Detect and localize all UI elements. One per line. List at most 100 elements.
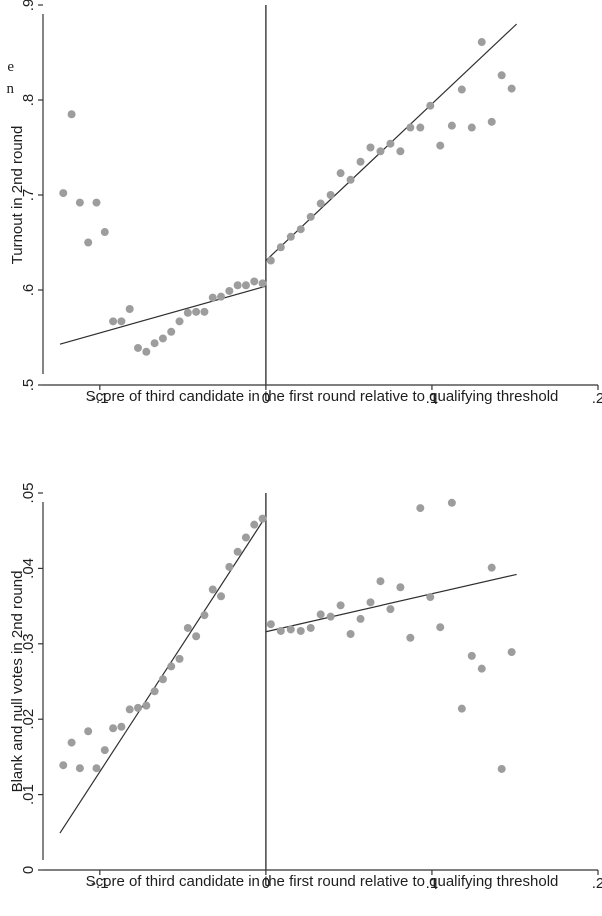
data-point — [109, 317, 118, 326]
x-tick-label: 0 — [262, 390, 270, 407]
fit-line-left — [59, 285, 267, 345]
y-tick-label: .6 — [20, 284, 37, 297]
data-point — [183, 308, 192, 317]
y-axis-title: Blank and null votes in 2nd round — [9, 571, 26, 793]
y-tick-label: .7 — [20, 189, 37, 202]
data-point — [507, 648, 516, 657]
x-tick-label: 0 — [262, 875, 270, 892]
data-point — [92, 198, 101, 207]
data-point — [175, 317, 184, 326]
data-point — [241, 533, 250, 542]
data-point — [376, 577, 385, 586]
y-tick-label: .05 — [20, 483, 37, 504]
data-point — [426, 593, 435, 602]
x-axis-title: Score of third candidate in the first ro… — [86, 873, 559, 890]
clipped-text-line: e — [7, 59, 14, 75]
data-point — [150, 339, 159, 348]
data-point — [92, 764, 101, 773]
y-tick-label: .9 — [20, 0, 37, 11]
data-point — [233, 547, 242, 556]
data-point — [386, 605, 395, 614]
data-point — [507, 84, 516, 93]
data-point — [396, 147, 405, 156]
data-point — [457, 704, 466, 713]
data-point — [436, 141, 445, 150]
data-point — [306, 212, 315, 221]
data-point — [306, 623, 315, 632]
data-point — [497, 764, 506, 773]
data-point — [125, 305, 134, 313]
data-point — [59, 761, 68, 770]
data-point — [117, 317, 126, 326]
data-point — [296, 626, 305, 635]
data-point — [258, 279, 267, 288]
data-point — [286, 625, 295, 634]
data-point — [346, 175, 355, 184]
data-point — [250, 520, 259, 529]
data-point — [217, 592, 226, 601]
data-point — [84, 238, 93, 247]
data-point — [316, 199, 325, 208]
data-point — [366, 143, 375, 152]
data-point — [366, 598, 375, 607]
data-point — [447, 498, 456, 507]
data-point — [250, 277, 259, 286]
data-point — [192, 307, 201, 316]
data-point — [316, 610, 325, 619]
clipped-text-line: n — [6, 81, 15, 97]
x-axis-title: Score of third candidate in the first ro… — [86, 388, 559, 405]
data-point — [286, 232, 295, 241]
x-tick-label: .2 — [592, 390, 602, 407]
data-point — [134, 703, 143, 712]
y-tick-label: .03 — [20, 633, 37, 654]
data-point — [67, 110, 76, 119]
data-point — [175, 654, 184, 663]
data-point — [100, 228, 109, 237]
data-point — [467, 123, 476, 132]
data-point — [356, 157, 365, 166]
data-point — [487, 117, 496, 126]
data-point — [84, 727, 93, 736]
y-tick-label: .04 — [20, 558, 37, 579]
data-point — [167, 662, 176, 671]
data-point — [487, 563, 496, 572]
turnout-panel: .5 .6 .7 .8 .9 -.1 0 .1 .2 Score of third candida… — [9, 0, 602, 407]
data-point — [266, 620, 275, 629]
y-tick-label: .02 — [20, 709, 37, 730]
data-point — [241, 281, 250, 290]
data-point — [117, 722, 126, 731]
y-tick-label: .8 — [20, 94, 37, 107]
data-point — [336, 169, 345, 178]
data-point — [167, 327, 176, 336]
data-point — [406, 123, 415, 132]
blank-null-panel: 0 .01 .02 .03 .04 .05 -.1 0 .1 .2 Score of third c… — [9, 483, 602, 892]
data-point — [183, 623, 192, 632]
data-point — [217, 292, 226, 301]
data-point — [225, 286, 234, 295]
data-point — [225, 562, 234, 571]
data-point — [192, 632, 201, 641]
data-point — [200, 307, 209, 316]
data-point — [142, 701, 151, 710]
data-point — [142, 347, 151, 356]
data-point — [396, 583, 405, 592]
data-point — [336, 601, 345, 610]
data-point — [497, 71, 506, 80]
x-tick-label: .1 — [426, 875, 439, 892]
data-point — [356, 614, 365, 623]
data-point — [75, 198, 84, 207]
data-point — [296, 225, 305, 234]
data-point — [109, 724, 118, 733]
x-tick-label: -.1 — [91, 875, 109, 892]
data-point — [447, 121, 456, 130]
data-point — [258, 514, 267, 523]
data-point — [457, 85, 466, 94]
data-point — [208, 293, 217, 302]
x-tick-label: .2 — [592, 875, 602, 892]
data-point — [406, 633, 415, 642]
data-point — [134, 343, 143, 352]
fit-line-right — [265, 573, 517, 633]
data-point — [266, 256, 275, 265]
data-point — [100, 746, 109, 755]
